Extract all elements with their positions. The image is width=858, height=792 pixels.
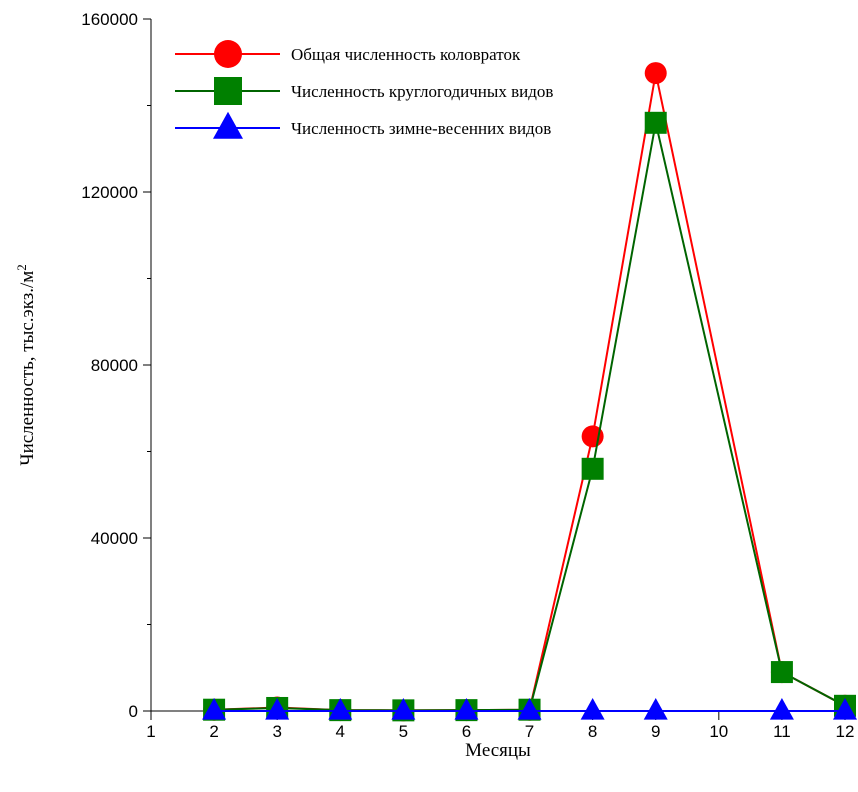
- x-tick-label: 4: [336, 722, 345, 741]
- x-tick-label: 9: [651, 722, 660, 741]
- series-line: [214, 122, 846, 712]
- x-axis-title: Месяцы: [465, 740, 531, 761]
- legend: Общая численность коловраток Численность …: [175, 40, 553, 139]
- triangle-marker: [643, 698, 668, 720]
- series-1: [203, 62, 856, 722]
- series-3: [202, 698, 857, 720]
- y-tick-label: 120000: [81, 183, 138, 202]
- x-tick-label: 6: [462, 722, 471, 741]
- square-marker: [214, 77, 242, 105]
- triangle-marker: [391, 698, 416, 720]
- triangle-marker: [769, 698, 794, 720]
- legend-label: Численность круглогодичных видов: [291, 82, 553, 101]
- legend-label: Численность зимне-весенних видов: [291, 119, 551, 138]
- y-ticks: 0 40000 80000 120000 160000: [81, 10, 151, 721]
- y-tick-label: 40000: [91, 529, 138, 548]
- triangle-marker: [517, 698, 542, 720]
- x-tick-label: 1: [146, 722, 155, 741]
- triangle-marker: [580, 698, 605, 720]
- x-ticks: 1 2 3 4 5 6 7 8 9 10 11 12: [146, 711, 854, 741]
- x-tick-label: 10: [709, 722, 728, 741]
- x-tick-label: 3: [272, 722, 281, 741]
- triangle-marker: [202, 698, 227, 720]
- triangle-marker: [833, 698, 857, 720]
- square-marker: [644, 111, 667, 134]
- y-axis-title-text: Численность, тыс.экз./м: [17, 271, 38, 466]
- triangle-marker: [454, 698, 479, 720]
- square-marker: [581, 457, 604, 480]
- triangle-marker: [265, 698, 290, 720]
- circle-marker: [644, 62, 667, 85]
- triangle-marker: [328, 698, 353, 720]
- x-tick-label: 12: [836, 722, 855, 741]
- x-tick-label: 7: [525, 722, 534, 741]
- y-axis-title-superscript: 2: [14, 264, 29, 271]
- y-tick-label: 160000: [81, 10, 138, 29]
- series-layer: [202, 62, 857, 722]
- series-2: [203, 111, 856, 722]
- series-line: [214, 72, 846, 712]
- triangle-marker: [213, 111, 243, 139]
- legend-item: Численность зимне-весенних видов: [175, 111, 551, 139]
- x-tick-label: 5: [399, 722, 408, 741]
- y-axis-title: Численность, тыс.экз./м2: [14, 264, 38, 466]
- x-tick-label: 8: [588, 722, 597, 741]
- circle-marker: [214, 40, 242, 68]
- x-tick-label: 2: [209, 722, 218, 741]
- y-tick-label: 80000: [91, 356, 138, 375]
- legend-label: Общая численность коловраток: [291, 45, 521, 64]
- legend-item: Численность круглогодичных видов: [175, 77, 553, 105]
- x-tick-label: 11: [773, 722, 791, 741]
- y-tick-label: 0: [129, 702, 138, 721]
- legend-item: Общая численность коловраток: [175, 40, 521, 68]
- square-marker: [770, 661, 793, 684]
